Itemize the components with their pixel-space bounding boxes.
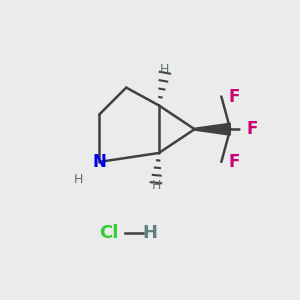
Text: H: H (142, 224, 158, 242)
Text: N: N (92, 153, 106, 171)
Text: H: H (74, 173, 83, 186)
Text: F: F (229, 153, 240, 171)
Text: H: H (160, 63, 170, 76)
Text: Cl: Cl (99, 224, 118, 242)
Polygon shape (195, 123, 230, 135)
Text: H: H (151, 179, 160, 192)
Text: F: F (229, 88, 240, 106)
Text: F: F (247, 120, 258, 138)
